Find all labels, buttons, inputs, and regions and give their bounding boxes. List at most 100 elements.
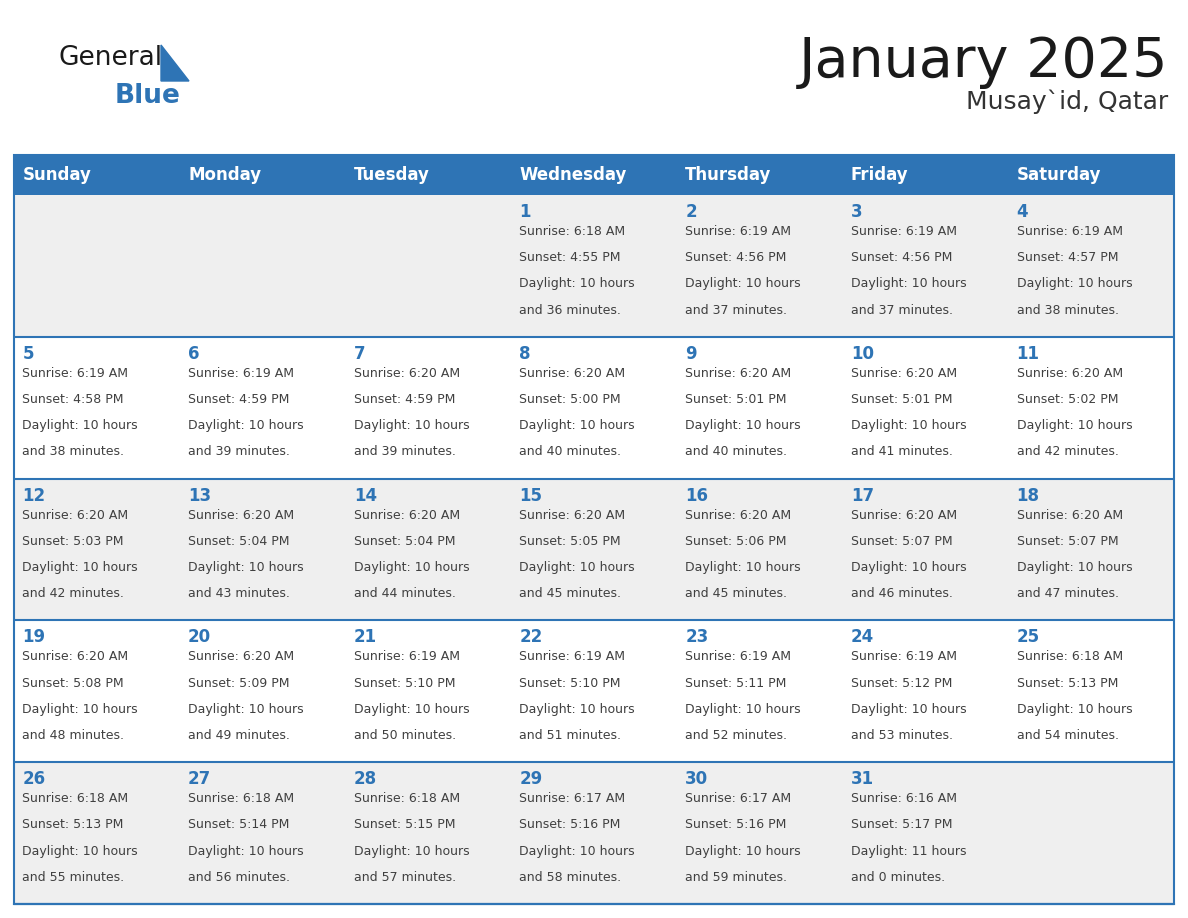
Bar <box>677 337 842 478</box>
Text: Sunday: Sunday <box>23 166 91 184</box>
Text: Daylight: 10 hours: Daylight: 10 hours <box>685 420 801 432</box>
Text: 14: 14 <box>354 487 377 505</box>
Text: Daylight: 10 hours: Daylight: 10 hours <box>519 561 636 574</box>
Text: Daylight: 10 hours: Daylight: 10 hours <box>354 561 469 574</box>
Bar <box>677 195 842 337</box>
Text: and 49 minutes.: and 49 minutes. <box>188 729 290 742</box>
Text: 26: 26 <box>23 770 45 789</box>
Text: Sunset: 5:14 PM: Sunset: 5:14 PM <box>188 819 290 832</box>
Text: 17: 17 <box>851 487 874 505</box>
Bar <box>346 337 511 478</box>
Bar <box>842 621 1009 762</box>
Text: and 58 minutes.: and 58 minutes. <box>519 871 621 884</box>
Text: and 38 minutes.: and 38 minutes. <box>1017 304 1119 317</box>
Text: and 39 minutes.: and 39 minutes. <box>188 445 290 458</box>
Text: Daylight: 10 hours: Daylight: 10 hours <box>188 561 304 574</box>
Text: 19: 19 <box>23 629 45 646</box>
Text: Sunrise: 6:19 AM: Sunrise: 6:19 AM <box>685 225 791 238</box>
Text: Daylight: 10 hours: Daylight: 10 hours <box>685 703 801 716</box>
Text: Sunset: 5:17 PM: Sunset: 5:17 PM <box>851 819 953 832</box>
Text: and 45 minutes.: and 45 minutes. <box>519 588 621 600</box>
Bar <box>842 337 1009 478</box>
Text: Sunset: 4:59 PM: Sunset: 4:59 PM <box>188 393 290 406</box>
Bar <box>677 478 842 621</box>
Text: Daylight: 10 hours: Daylight: 10 hours <box>519 277 636 290</box>
Text: 12: 12 <box>23 487 45 505</box>
Text: Sunrise: 6:18 AM: Sunrise: 6:18 AM <box>188 792 295 805</box>
Text: Sunrise: 6:19 AM: Sunrise: 6:19 AM <box>23 367 128 380</box>
Text: and 57 minutes.: and 57 minutes. <box>354 871 456 884</box>
Bar <box>511 478 677 621</box>
Text: Sunset: 4:56 PM: Sunset: 4:56 PM <box>851 252 953 264</box>
Text: Daylight: 10 hours: Daylight: 10 hours <box>851 703 967 716</box>
Bar <box>179 155 346 195</box>
Text: Daylight: 10 hours: Daylight: 10 hours <box>354 845 469 857</box>
Text: and 0 minutes.: and 0 minutes. <box>851 871 944 884</box>
Text: Daylight: 10 hours: Daylight: 10 hours <box>354 420 469 432</box>
Text: 6: 6 <box>188 345 200 363</box>
Text: and 56 minutes.: and 56 minutes. <box>188 871 290 884</box>
Text: Daylight: 10 hours: Daylight: 10 hours <box>188 420 304 432</box>
Text: Sunrise: 6:19 AM: Sunrise: 6:19 AM <box>354 650 460 664</box>
Text: Sunset: 5:13 PM: Sunset: 5:13 PM <box>1017 677 1118 689</box>
Bar <box>14 337 179 478</box>
Bar <box>1009 155 1174 195</box>
Text: Saturday: Saturday <box>1017 166 1101 184</box>
Text: Daylight: 10 hours: Daylight: 10 hours <box>851 561 967 574</box>
Text: Sunrise: 6:20 AM: Sunrise: 6:20 AM <box>851 367 958 380</box>
Text: and 52 minutes.: and 52 minutes. <box>685 729 788 742</box>
Text: Sunrise: 6:19 AM: Sunrise: 6:19 AM <box>851 225 956 238</box>
Bar <box>842 478 1009 621</box>
Bar <box>1009 762 1174 904</box>
Bar <box>1009 337 1174 478</box>
Text: Daylight: 10 hours: Daylight: 10 hours <box>685 277 801 290</box>
Text: Daylight: 10 hours: Daylight: 10 hours <box>23 703 138 716</box>
Text: Daylight: 10 hours: Daylight: 10 hours <box>1017 277 1132 290</box>
Text: Daylight: 10 hours: Daylight: 10 hours <box>188 845 304 857</box>
Text: Sunrise: 6:20 AM: Sunrise: 6:20 AM <box>1017 509 1123 521</box>
Text: Sunrise: 6:20 AM: Sunrise: 6:20 AM <box>23 509 128 521</box>
Text: Sunset: 5:02 PM: Sunset: 5:02 PM <box>1017 393 1118 406</box>
Bar <box>179 478 346 621</box>
Text: Wednesday: Wednesday <box>519 166 627 184</box>
Bar <box>842 195 1009 337</box>
Text: Sunset: 5:16 PM: Sunset: 5:16 PM <box>685 819 786 832</box>
Text: Sunset: 5:04 PM: Sunset: 5:04 PM <box>354 535 455 548</box>
Text: 23: 23 <box>685 629 708 646</box>
Text: and 59 minutes.: and 59 minutes. <box>685 871 788 884</box>
Text: 25: 25 <box>1017 629 1040 646</box>
Text: Sunrise: 6:20 AM: Sunrise: 6:20 AM <box>519 367 626 380</box>
Bar <box>346 621 511 762</box>
Text: Sunset: 4:57 PM: Sunset: 4:57 PM <box>1017 252 1118 264</box>
Bar <box>511 762 677 904</box>
Text: 11: 11 <box>1017 345 1040 363</box>
Bar <box>1009 195 1174 337</box>
Text: January 2025: January 2025 <box>798 35 1168 89</box>
Text: and 53 minutes.: and 53 minutes. <box>851 729 953 742</box>
Text: Daylight: 10 hours: Daylight: 10 hours <box>685 561 801 574</box>
Text: Daylight: 10 hours: Daylight: 10 hours <box>23 561 138 574</box>
Text: and 40 minutes.: and 40 minutes. <box>685 445 788 458</box>
Text: and 43 minutes.: and 43 minutes. <box>188 588 290 600</box>
Text: Sunset: 5:07 PM: Sunset: 5:07 PM <box>851 535 953 548</box>
Text: Sunrise: 6:18 AM: Sunrise: 6:18 AM <box>23 792 128 805</box>
Text: Daylight: 10 hours: Daylight: 10 hours <box>519 703 636 716</box>
Text: and 36 minutes.: and 36 minutes. <box>519 304 621 317</box>
Text: 13: 13 <box>188 487 211 505</box>
Text: 20: 20 <box>188 629 211 646</box>
Bar <box>14 621 179 762</box>
Text: 16: 16 <box>685 487 708 505</box>
Text: Daylight: 10 hours: Daylight: 10 hours <box>1017 420 1132 432</box>
Text: Sunset: 5:11 PM: Sunset: 5:11 PM <box>685 677 786 689</box>
Bar <box>179 762 346 904</box>
Text: 24: 24 <box>851 629 874 646</box>
Bar <box>1009 478 1174 621</box>
Text: Daylight: 10 hours: Daylight: 10 hours <box>354 703 469 716</box>
Text: Daylight: 10 hours: Daylight: 10 hours <box>23 845 138 857</box>
Text: Sunrise: 6:20 AM: Sunrise: 6:20 AM <box>519 509 626 521</box>
Text: 22: 22 <box>519 629 543 646</box>
Text: Sunset: 5:03 PM: Sunset: 5:03 PM <box>23 535 124 548</box>
Bar <box>842 155 1009 195</box>
Text: and 55 minutes.: and 55 minutes. <box>23 871 125 884</box>
Text: Sunset: 5:05 PM: Sunset: 5:05 PM <box>519 535 621 548</box>
